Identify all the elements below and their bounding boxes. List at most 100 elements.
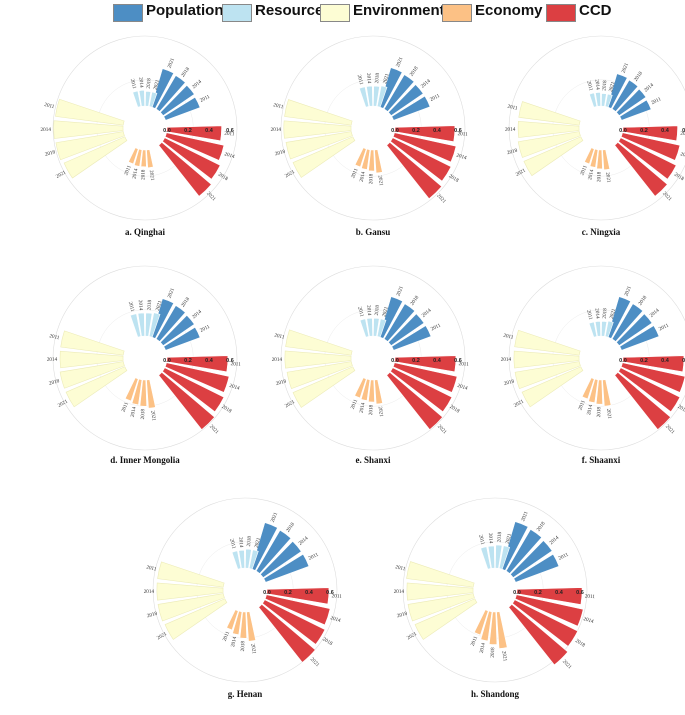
bar-population-2014 [159,314,195,346]
bar-resource-2021 [376,85,388,108]
axis-tick-0-0: 0.0 [619,128,627,134]
year-label-population-2011: 2011 [650,96,662,106]
bar-resource-2021 [376,318,387,338]
legend-label-environment: Environment [353,2,445,19]
bar-ccd-2014 [264,594,331,626]
bar-environment-2018 [285,131,353,160]
axis-tick-0-6: 0.6 [682,358,685,364]
year-label-population-2014: 2014 [643,82,655,94]
year-label-economy-2018: 2018 [596,171,602,182]
year-label-economy-2014: 2014 [479,642,487,654]
outer-ring [52,35,238,221]
year-label-population-2021: 2021 [621,62,631,74]
year-label-economy-2018: 2018 [490,647,496,658]
outer-ring [152,497,338,683]
year-label-ccd-2018: 2018 [676,404,685,415]
bar-environment-2014 [513,350,580,369]
bar-population-2014 [387,313,425,346]
bar-ccd-2018 [262,599,326,645]
bar-resource-2018 [601,321,608,337]
year-label-economy-2011: 2011 [350,398,360,410]
bar-resource-2014 [594,321,601,337]
bar-population-2011 [163,96,201,121]
year-label-economy-2014: 2014 [130,406,138,418]
year-label-economy-2014: 2014 [359,171,367,183]
bar-environment-2018 [286,361,353,390]
year-label-ccd-2018: 2018 [574,638,586,649]
year-label-ccd-2011: 2011 [457,131,468,138]
bar-economy-2014 [361,148,371,170]
bar-ccd-2011 [516,587,583,605]
bar-ccd-2011 [166,125,222,142]
year-label-resource-2011: 2011 [585,309,594,321]
year-label-environment-2021: 2021 [55,169,67,179]
year-label-environment-2014: 2014 [40,127,51,133]
year-label-ccd-2021: 2021 [435,193,447,205]
year-label-population-2011: 2011 [429,93,441,103]
bar-resource-2018 [373,317,380,337]
legend-swatch-economy [442,4,472,22]
year-label-economy-2018: 2018 [240,641,246,652]
bar-environment-2014 [283,120,352,139]
bar-ccd-2018 [618,367,681,413]
year-label-ccd-2018: 2018 [448,404,460,415]
axis-tick-0-6: 0.6 [326,590,334,596]
bar-economy-2021 [374,379,383,405]
axis-tick-0-4: 0.4 [555,590,564,596]
bar-ccd-2014 [164,132,225,161]
axis-tick-0-6: 0.6 [576,590,584,596]
year-label-economy-2021: 2021 [148,170,155,182]
bar-population-2011 [391,95,431,121]
legend-label-resource: Resource [255,2,324,19]
year-label-economy-2014: 2014 [587,169,595,181]
year-label-environment-2014: 2014 [47,357,58,363]
chart-title: a. Qinghai [125,227,166,237]
bar-economy-2011 [124,377,139,402]
bar-environment-2018 [55,131,125,161]
year-label-resource-2021: 2021 [609,308,618,320]
bar-ccd-2021 [158,371,215,430]
legend-swatch-environment [320,4,350,22]
year-label-resource-2018: 2018 [146,299,153,310]
year-label-environment-2011: 2011 [273,102,285,110]
bar-ccd-2011 [622,125,678,142]
year-label-population-2018: 2018 [180,296,191,308]
year-label-ccd-2014: 2014 [229,383,241,392]
bar-population-2014 [159,84,195,116]
bar-resource-2014 [595,92,601,107]
bar-environment-2011 [285,329,353,356]
year-label-population-2021: 2021 [395,285,405,297]
bar-economy-2011 [473,609,489,636]
bar-resource-2011 [358,86,370,108]
bar-resource-2018 [245,548,252,569]
bar-resource-2014 [238,549,245,569]
bar-economy-2014 [589,148,599,168]
bar-economy-2011 [226,609,239,631]
year-label-resource-2011: 2011 [356,74,365,86]
bar-economy-2014 [131,378,143,406]
chart-title: d. Inner Mongolia [110,455,180,465]
bar-environment-2021 [292,366,356,408]
year-label-resource-2014: 2014 [365,305,372,316]
bar-environment-2021 [521,366,584,408]
year-label-economy-2018: 2018 [368,173,374,184]
year-label-environment-2021: 2021 [406,631,418,641]
bar-population-2021 [606,296,632,339]
legend-label-economy: Economy [475,2,543,19]
bar-resource-2011 [480,546,492,570]
bar-economy-2021 [374,149,383,174]
bar-economy-2014 [232,610,243,635]
axis-tick-0-0: 0.0 [513,590,521,596]
bar-population-2021 [150,298,175,339]
outer-ring [508,265,685,451]
bar-environment-2018 [517,131,581,158]
legend-swatch-population [113,4,143,22]
axis-tick-0-4: 0.4 [305,590,314,596]
year-label-environment-2018: 2018 [274,149,286,158]
year-label-resource-2014: 2014 [137,77,144,88]
bar-ccd-2021 [614,371,671,430]
bar-resource-2018 [373,85,380,107]
year-label-population-2021: 2021 [623,285,633,297]
